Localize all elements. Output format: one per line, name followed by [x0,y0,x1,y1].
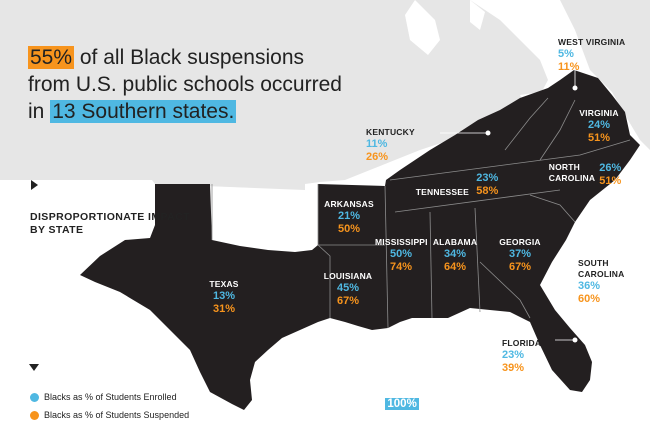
state-name: LOUISIANA [323,271,373,281]
orange-dot-icon [30,411,39,421]
state-label-tennessee: TENNESSEE 23% 58% [402,172,512,198]
state-name: TENNESSEE [415,187,470,197]
state-label-georgia: GEORGIA 37% 67% [497,237,543,274]
state-values: 23% 58% [476,172,498,198]
state-enrolled: 37% [508,248,532,260]
footer-highlight: 100% [385,398,419,410]
state-name: WEST VIRGINIA [558,37,626,47]
state-suspended: 67% [508,261,532,273]
state-name: GEORGIA [499,237,541,247]
legend-suspended-label: Blacks as % of Students Suspended [44,410,190,420]
state-label-west-virginia: WEST VIRGINIA 5% 11% [558,37,628,74]
state-enrolled: 24% [587,119,611,131]
footer-line-1: In 84 school districts across [329,382,484,394]
south-carolina-callout-dot [572,235,578,241]
state-suspended: 64% [443,261,467,273]
state-suspended: 67% [336,295,360,307]
state-enrolled: 36% [578,280,601,292]
state-label-north-carolina: NORTH CAROLINA 26% 51% [540,162,630,188]
state-enrolled: 13% [212,290,236,302]
state-enrolled: 23% [502,349,525,361]
state-enrolled: 50% [389,248,413,260]
upper-midwest-landmass [0,0,548,190]
section-arrow-icon [31,180,38,190]
state-label-alabama: ALABAMA 34% 64% [432,237,478,274]
state-name: TEXAS [209,279,239,289]
headline: 55% of all Black suspensions from U.S. p… [28,44,342,125]
section-label: DISPROPORTIONATE IMPACT BY STATE [30,211,190,236]
state-values: 26% 51% [599,162,621,188]
state-suspended: 60% [578,293,601,305]
state-enrolled: 45% [336,282,360,294]
state-suspended: 50% [337,223,361,235]
state-enrolled: 11% [366,138,388,150]
footer-note: In 84 school districts across the South,… [320,380,484,412]
state-label-south-carolina: SOUTH CAROLINA 36% 60% [578,258,650,306]
state-suspended: 39% [502,362,525,374]
legend-arrow-icon [29,364,39,371]
footer-line-2: the South, 100% of students [320,396,484,412]
state-label-louisiana: LOUISIANA 45% 67% [321,271,375,308]
state-enrolled: 23% [476,172,499,184]
state-enrolled: 26% [599,162,622,174]
legend-item-enrolled: Blacks as % of Students Enrolled [30,392,177,403]
state-enrolled: 34% [443,248,467,260]
state-name: ALABAMA [432,237,478,247]
state-name: FLORIDA [502,338,542,348]
state-name: SOUTH CAROLINA [578,258,625,279]
state-suspended: 26% [366,151,389,163]
headline-line-1-rest: of all Black suspensions [79,46,304,69]
state-suspended: 74% [389,261,413,273]
state-suspended: 51% [587,132,611,144]
state-name: MISSISSIPPI [375,237,428,247]
state-suspended: 31% [212,303,236,315]
footer-line-2-prefix: the South, [325,398,383,410]
florida-callout-dot [572,337,578,343]
headline-percent: 55% [28,46,75,69]
headline-line-3-prefix: in [28,100,45,123]
state-label-florida: FLORIDA 23% 39% [502,338,548,375]
headline-highlight-states: 13 Southern states. [50,100,237,123]
legend-enrolled-label: Blacks as % of Students Enrolled [44,392,177,402]
southern-states-shape [80,70,640,410]
state-label-kentucky: KENTUCKY 11% 26% [366,127,416,164]
state-label-mississippi: MISSISSIPPI 50% 74% [375,237,428,274]
state-suspended: 11% [558,61,580,73]
state-name: NORTH CAROLINA [548,162,596,183]
headline-line-3: in 13 Southern states. [28,98,342,125]
state-suspended: 51% [599,175,622,187]
state-name: KENTUCKY [366,127,415,137]
kentucky-callout-dot [485,130,491,136]
headline-line-2: from U.S. public schools occurred [28,73,342,96]
blue-dot-icon [30,393,39,403]
legend-item-suspended: Blacks as % of Students Suspended [30,410,190,421]
state-enrolled: 21% [337,210,361,222]
west-virginia-callout-dot [572,85,578,91]
state-enrolled: 5% [558,48,574,60]
callout-lines [440,50,576,341]
footer-line-2-suffix: of students [422,398,484,410]
state-borders [211,97,631,329]
state-label-arkansas: ARKANSAS 21% 50% [322,199,376,236]
state-label-texas: TEXAS 13% 31% [202,279,246,316]
state-label-virginia: VIRGINIA 24% 51% [573,108,625,145]
state-suspended: 58% [476,185,499,197]
state-name: VIRGINIA [579,108,619,118]
headline-line-1: 55% of all Black suspensions [28,44,342,71]
state-name: ARKANSAS [324,199,374,209]
